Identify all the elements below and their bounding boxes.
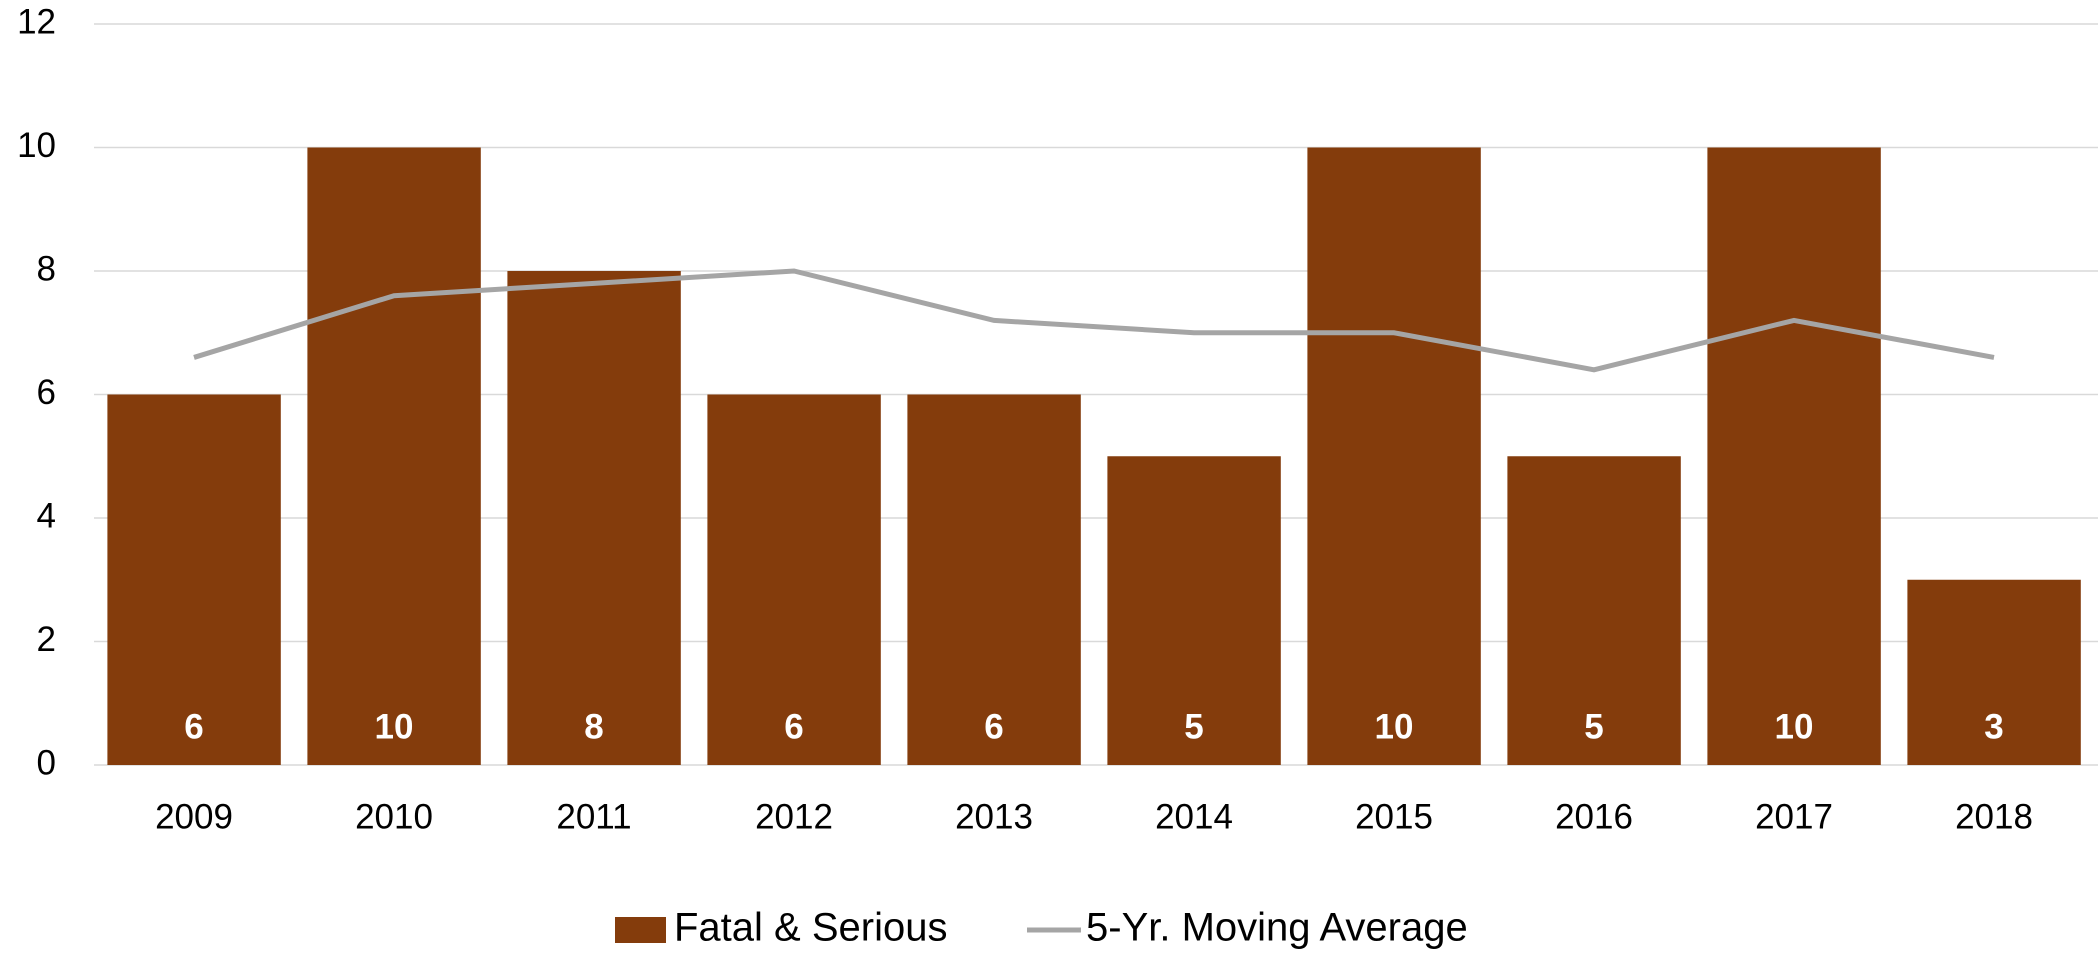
data-label: 5: [1584, 707, 1603, 746]
x-tick-label: 2012: [755, 797, 833, 836]
x-tick-label: 2017: [1755, 797, 1833, 836]
bar: [507, 271, 681, 765]
x-tick-label: 2014: [1155, 797, 1233, 836]
bar: [1307, 147, 1481, 765]
x-tick-label: 2011: [556, 797, 631, 836]
x-tick-label: 2018: [1955, 797, 2033, 836]
x-tick-label: 2013: [955, 797, 1033, 836]
bar: [707, 394, 881, 765]
data-label: 6: [184, 707, 203, 746]
data-label: 6: [984, 707, 1003, 746]
line: [193, 268, 1995, 373]
y-tick-label: 2: [37, 620, 56, 659]
y-tick-label: 4: [37, 496, 56, 535]
data-label: 10: [1775, 707, 1814, 746]
y-tick-label: 10: [17, 126, 56, 165]
data-label: 10: [1375, 707, 1414, 746]
data-label: 6: [784, 707, 803, 746]
bar: [1507, 456, 1681, 765]
x-tick-label: 2015: [1355, 797, 1433, 836]
bar: [307, 147, 481, 765]
y-tick-label: 6: [37, 373, 56, 412]
x-tick-label: 2009: [155, 797, 233, 836]
bar: [1107, 456, 1281, 765]
y-tick-label: 0: [37, 743, 56, 782]
legend-label: Fatal & Serious: [674, 906, 947, 950]
y-tick-label: 8: [37, 249, 56, 288]
legend-swatch: [615, 917, 666, 943]
x-tick-label: 2016: [1555, 797, 1633, 836]
data-label: 3: [1984, 707, 2003, 746]
y-tick-label: 12: [17, 2, 56, 41]
bar: [907, 394, 1081, 765]
legend-label: 5-Yr. Moving Average: [1086, 906, 1468, 950]
data-label: 5: [1184, 707, 1203, 746]
bar: [1707, 147, 1881, 765]
x-tick-label: 2010: [355, 797, 433, 836]
bar: [107, 394, 281, 765]
bar: [1907, 579, 2081, 765]
data-label: 10: [375, 707, 414, 746]
data-label: 8: [584, 707, 603, 746]
